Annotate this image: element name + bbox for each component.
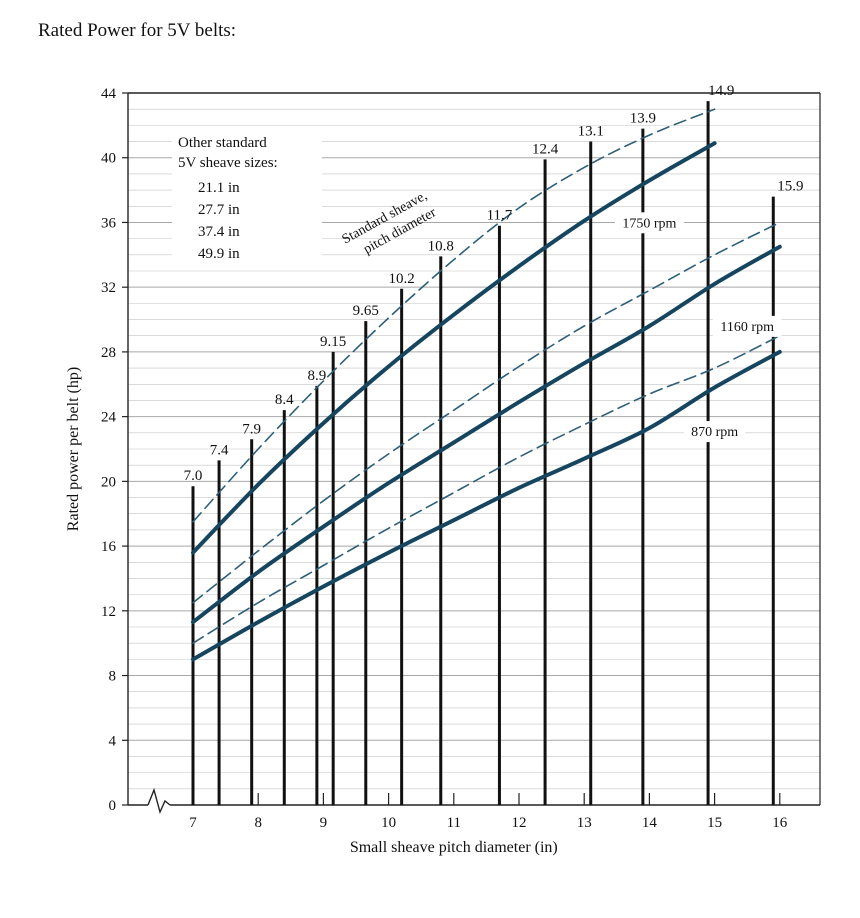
solid-curve [191, 244, 782, 625]
y-tick-label: 24 [101, 410, 117, 426]
y-tick-label: 36 [101, 215, 117, 231]
sheave-label: 9.65 [353, 303, 379, 319]
y-tick-label: 40 [101, 151, 116, 167]
x-tick-label: 11 [447, 815, 461, 831]
other-sizes-title: Other standard [178, 135, 267, 151]
sheave-label: 14.9 [708, 83, 734, 99]
sheave-label: 8.4 [275, 392, 294, 408]
sheave-label: 7.0 [184, 468, 203, 484]
other-size-item: 27.7 in [198, 202, 240, 218]
rpm-label-bg [712, 315, 782, 337]
rpm-curves [191, 108, 782, 662]
solid-curve [191, 141, 717, 555]
y-tick-label: 44 [101, 86, 117, 102]
rpm-label-bg [615, 212, 684, 234]
x-tick-label: 10 [381, 815, 396, 831]
dashed-curve [192, 108, 716, 523]
x-tick-label: 8 [254, 815, 262, 831]
dashed-curve [192, 334, 781, 644]
sheave-label: 7.9 [242, 421, 261, 437]
solid-curve [191, 349, 782, 662]
sheave-label: 10.2 [389, 271, 415, 287]
other-size-item: 49.9 in [198, 246, 240, 262]
sheave-annotation: Standard sheave,pitch diameter [340, 188, 439, 257]
sheave-label: 13.1 [578, 124, 604, 140]
axis-break-icon [147, 787, 171, 815]
sheave-label: 8.9 [308, 368, 327, 384]
x-tick-label: 14 [642, 815, 658, 831]
y-tick-label: 12 [101, 604, 116, 620]
other-size-item: 37.4 in [198, 224, 240, 240]
y-tick-label: 4 [109, 733, 117, 749]
rpm-label: 1160 rpm [720, 320, 774, 335]
y-tick-label: 16 [101, 539, 117, 555]
chart-labels: 0 4 8 12 16 20 24 28 32 36 40 44 7 8 9 10 11 12 13 14 15 16 7.… [65, 83, 804, 856]
dashed-curve [192, 221, 781, 604]
sheave-label: 12.4 [532, 141, 559, 157]
y-tick-label: 8 [109, 669, 117, 685]
y-tick-label: 32 [101, 280, 116, 296]
x-axis-title: Small sheave pitch diameter (in) [350, 839, 558, 856]
y-tick-label: 0 [109, 798, 117, 814]
other-size-item: 21.1 in [198, 180, 240, 196]
x-tick-label: 15 [707, 815, 722, 831]
sheave-label: 15.9 [777, 179, 803, 195]
x-tick-label: 16 [772, 815, 788, 831]
chart-frame [122, 92, 821, 815]
sheave-label: 13.9 [630, 111, 656, 127]
x-tick-label: 9 [320, 815, 328, 831]
rpm-label-bg [684, 421, 746, 443]
y-axis-title: Rated power per belt (hp) [65, 367, 82, 531]
x-tick-label: 13 [577, 815, 592, 831]
page-heading: Rated Power for 5V belts: [38, 20, 237, 41]
sheave-label: 11.7 [487, 208, 513, 224]
rpm-label: 870 rpm [691, 425, 738, 440]
sheave-label: 9.15 [320, 334, 346, 350]
rpm-label: 1750 rpm [622, 216, 676, 231]
y-tick-label: 28 [101, 345, 116, 361]
sheave-label: 10.8 [428, 238, 454, 254]
other-sizes-title: 5V sheave sizes: [178, 155, 278, 171]
y-tick-label: 20 [101, 474, 116, 490]
sheave-label: 7.4 [210, 442, 229, 458]
other-sizes-bg [172, 128, 322, 268]
x-tick-label: 7 [189, 815, 197, 831]
x-tick-label: 12 [512, 815, 527, 831]
